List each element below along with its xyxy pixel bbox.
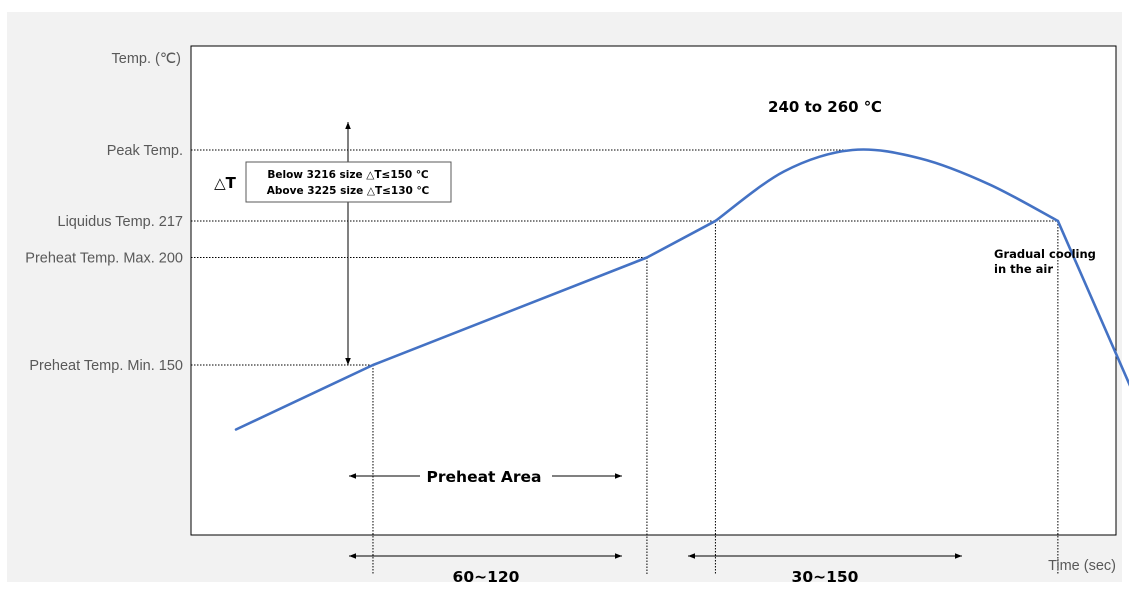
- peak-temp-annotation: 240 to 260 ℃: [768, 98, 882, 116]
- cooling-label-line-2: in the air: [994, 262, 1053, 276]
- delta-t-box-line-2: Above 3225 size △T≤130 ℃: [267, 185, 429, 197]
- guide-lines: [372, 220, 1059, 575]
- cooling-label-line-1: Gradual cooling: [994, 247, 1096, 261]
- y-level-label: Preheat Temp. Max. 200: [25, 251, 183, 267]
- delta-t-box: [245, 161, 452, 203]
- y-level-label: Peak Temp.: [107, 143, 183, 159]
- preheat-area-label: Preheat Area: [427, 468, 542, 486]
- liquidus-duration-label: 30~150: [792, 568, 859, 586]
- delta-t-box-line-1: Below 3216 size △T≤150 ℃: [267, 169, 428, 181]
- delta-t-label: △T: [214, 174, 237, 192]
- x-axis-title: Time (sec): [1048, 558, 1116, 574]
- y-level-label: Preheat Temp. Min. 150: [29, 358, 183, 374]
- preheat-duration-label: 60~120: [453, 568, 520, 586]
- temperature-curve: [234, 148, 1129, 431]
- y-axis-title: Temp. (℃): [112, 51, 181, 67]
- y-levels: Peak Temp. Liquidus Temp. 217 Preheat Temp…: [25, 143, 1058, 374]
- plot-area: [190, 45, 1117, 536]
- y-level-label: Liquidus Temp. 217: [58, 214, 184, 230]
